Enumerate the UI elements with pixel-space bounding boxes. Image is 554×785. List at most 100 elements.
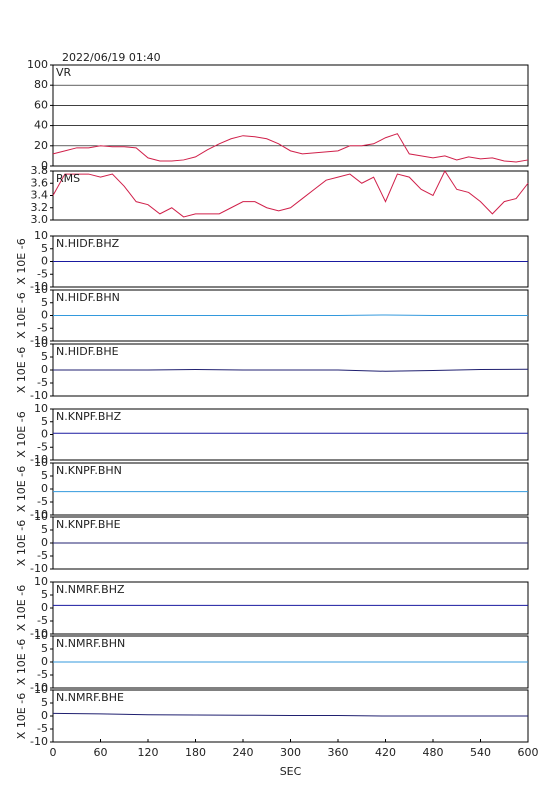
y-tick-label: -5 <box>37 267 48 280</box>
y-tick-label: 10 <box>34 683 48 696</box>
panel-frame <box>52 462 529 516</box>
trace <box>52 133 529 163</box>
y-tick-label: 3.6 <box>31 176 49 189</box>
x-tick-label: 480 <box>423 746 444 759</box>
y-tick-label: 10 <box>34 337 48 350</box>
y-tick-label: 10 <box>34 456 48 469</box>
y-tick-label: -10 <box>30 453 48 466</box>
y-tick-label: 0 <box>41 536 48 549</box>
panel-frame <box>52 408 529 461</box>
y-tick-label: 0 <box>41 482 48 495</box>
y-axis-label: X 10E -6 <box>15 347 28 393</box>
y-tick-label: -10 <box>30 735 48 748</box>
y-tick-label: 5 <box>41 296 48 309</box>
trace-label: N.NMRF.BHZ <box>56 583 125 596</box>
y-axis-label: X 10E -6 <box>15 411 28 457</box>
y-tick-label: 3.0 <box>31 213 49 226</box>
y-tick-label: 10 <box>34 402 48 415</box>
y-tick-label: -10 <box>30 334 48 347</box>
y-axis-label: X 10E -6 <box>15 238 28 284</box>
y-tick-label: 5 <box>41 242 48 255</box>
y-tick-label: 0 <box>41 363 48 376</box>
trace-label: N.KNPF.BHN <box>56 464 122 477</box>
y-tick-label: 10 <box>34 629 48 642</box>
y-tick-label: 5 <box>41 642 48 655</box>
y-tick-label: 5 <box>41 469 48 482</box>
y-tick-label: 80 <box>34 78 48 91</box>
trace-label: N.KNPF.BHE <box>56 518 121 531</box>
y-tick-label: 0 <box>41 309 48 322</box>
trace-label: N.HIDF.BHZ <box>56 237 120 250</box>
y-tick-label: 0 <box>41 655 48 668</box>
trace-label: N.HIDF.BHN <box>56 291 120 304</box>
panel-frame <box>52 64 529 167</box>
y-tick-label: 40 <box>34 119 48 132</box>
y-tick-label: 3.4 <box>31 189 49 202</box>
y-tick-label: -5 <box>37 614 48 627</box>
x-tick-label: 420 <box>375 746 396 759</box>
y-tick-label: 10 <box>34 283 48 296</box>
x-tick-label: 0 <box>50 746 57 759</box>
trace <box>53 368 529 372</box>
trace-label: N.KNPF.BHZ <box>56 410 122 423</box>
y-tick-label: 10 <box>34 575 48 588</box>
x-tick-label: 300 <box>280 746 301 759</box>
trace-label: N.HIDF.BHE <box>56 345 119 358</box>
y-tick-label: 5 <box>41 350 48 363</box>
y-tick-label: -10 <box>30 627 48 640</box>
y-tick-label: 20 <box>34 139 48 152</box>
y-tick-label: 0 <box>41 255 48 268</box>
trace-label: VR <box>56 66 72 79</box>
y-tick-label: -10 <box>30 389 48 402</box>
y-tick-label: -5 <box>37 440 48 453</box>
y-tick-label: 100 <box>27 58 48 71</box>
y-tick-label: -5 <box>37 722 48 735</box>
panel-frame <box>52 581 529 635</box>
y-tick-label: -5 <box>37 668 48 681</box>
x-tick-label: 540 <box>470 746 491 759</box>
y-tick-label: 5 <box>41 588 48 601</box>
trace-label: N.NMRF.BHE <box>56 691 124 704</box>
x-tick-label: 240 <box>233 746 254 759</box>
y-axis-label: X 10E -6 <box>15 693 28 739</box>
chart-title: 2022/06/19 01:40 <box>62 51 161 64</box>
y-axis-label: X 10E -6 <box>15 639 28 685</box>
trace-label: RMS <box>56 172 80 185</box>
y-tick-label: 3.8 <box>31 164 49 177</box>
panel-frame <box>52 170 529 221</box>
trace <box>52 712 528 717</box>
y-axis-label: X 10E -6 <box>15 585 28 631</box>
y-tick-label: 0 <box>41 601 48 614</box>
y-tick-label: -5 <box>37 376 48 389</box>
trace <box>52 169 529 218</box>
y-tick-label: 10 <box>34 510 48 523</box>
x-axis-label: SEC <box>280 765 302 778</box>
trace-label: N.NMRF.BHN <box>56 637 125 650</box>
y-tick-label: 5 <box>41 415 48 428</box>
trace <box>53 314 528 316</box>
x-tick-label: 360 <box>328 746 349 759</box>
x-tick-label: 180 <box>185 746 206 759</box>
y-axis-label: X 10E -6 <box>15 520 28 566</box>
y-tick-label: 0 <box>41 428 48 441</box>
y-tick-label: 0 <box>41 709 48 722</box>
x-tick-label: 600 <box>518 746 539 759</box>
x-tick-label: 60 <box>94 746 108 759</box>
y-tick-label: 10 <box>34 229 48 242</box>
y-tick-label: 5 <box>41 696 48 709</box>
y-tick-label: -10 <box>30 280 48 293</box>
y-tick-label: -5 <box>37 549 48 562</box>
y-tick-label: -10 <box>30 508 48 521</box>
y-tick-label: -10 <box>30 681 48 694</box>
x-tick-label: 120 <box>138 746 159 759</box>
y-tick-label: 3.2 <box>31 201 49 214</box>
y-tick-label: -5 <box>37 321 48 334</box>
y-axis-label: X 10E -6 <box>15 292 28 338</box>
y-tick-label: 5 <box>41 523 48 536</box>
y-tick-label: 60 <box>34 98 48 111</box>
y-tick-label: 0 <box>41 159 48 172</box>
y-axis-label: X 10E -6 <box>15 466 28 512</box>
y-tick-label: -10 <box>30 562 48 575</box>
y-tick-label: -5 <box>37 495 48 508</box>
